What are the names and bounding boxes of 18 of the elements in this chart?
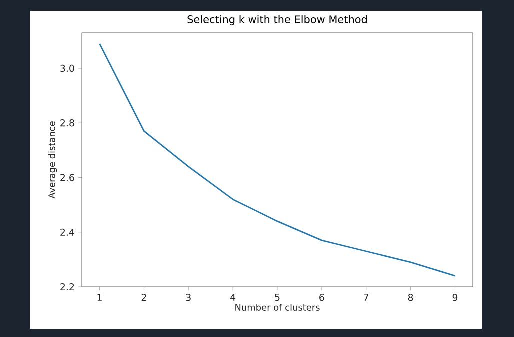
x-tick-label: 2 <box>142 294 146 302</box>
y-tick-label: 2.4 <box>60 228 74 236</box>
y-axis-title: Average distance <box>48 122 58 199</box>
x-tick-label: 8 <box>408 294 414 302</box>
x-tick-label: 6 <box>320 294 324 302</box>
x-tick-label: 1 <box>98 294 102 301</box>
x-axis-title: Number of clusters <box>236 304 320 311</box>
y-tick-label: 2.2 <box>60 283 74 291</box>
x-tick-label: 7 <box>364 294 369 301</box>
chart-title: Selecting k with the Elbow Method <box>188 15 367 26</box>
y-tick-label: 2.8 <box>60 120 74 127</box>
y-tick-label: 3.0 <box>60 64 74 72</box>
x-tick-label: 5 <box>275 294 280 302</box>
y-tick-label: 2.6 <box>60 174 74 182</box>
x-tick-label: 9 <box>452 294 458 302</box>
x-tick-label: 3 <box>186 294 191 302</box>
x-tick-label: 4 <box>230 294 236 301</box>
line-series <box>99 43 456 277</box>
